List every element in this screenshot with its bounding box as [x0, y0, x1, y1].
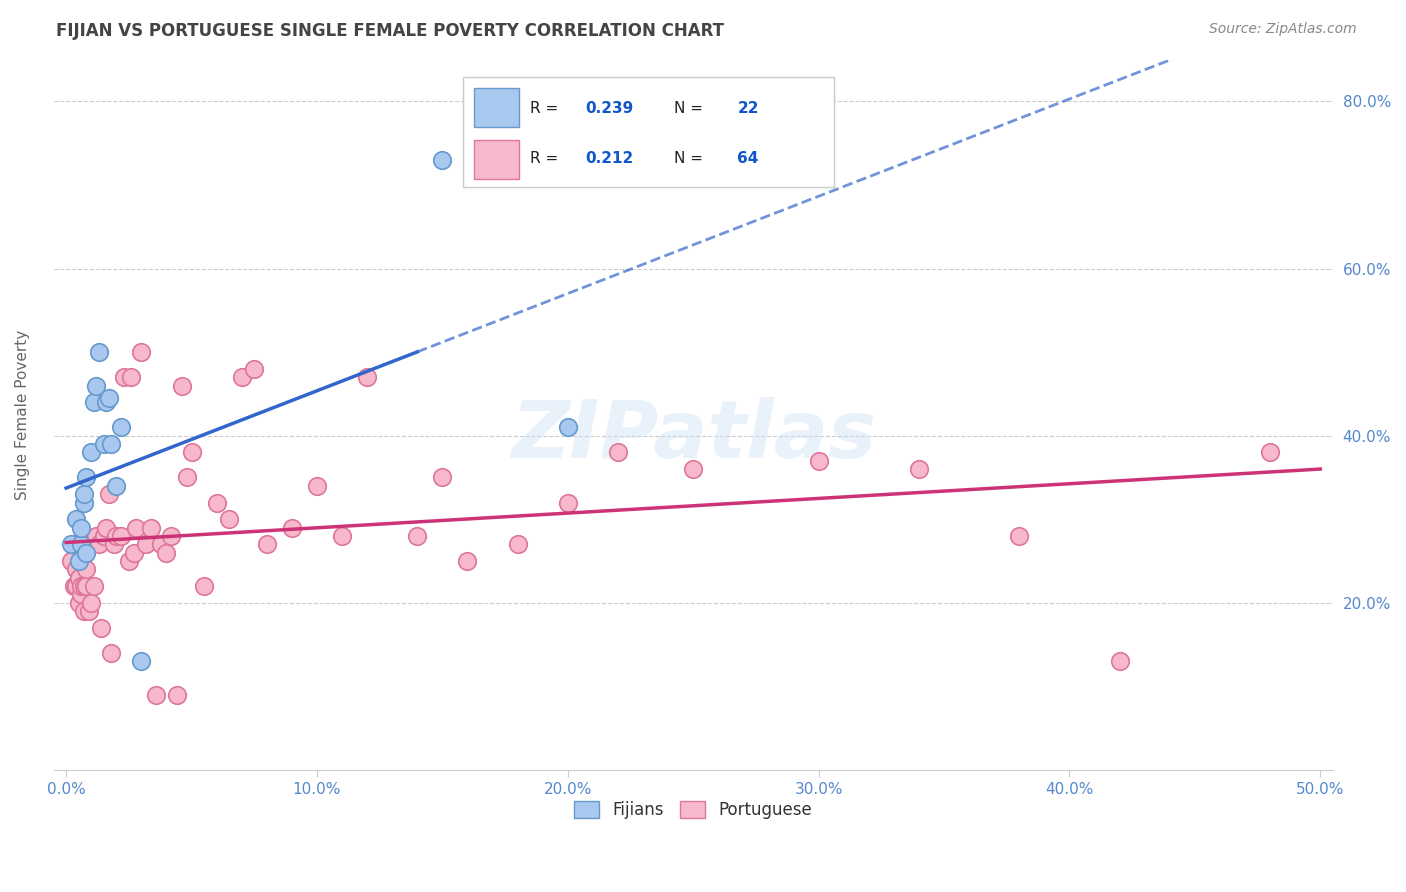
Point — [70, 521, 93, 535]
Point — [1008, 529, 1031, 543]
Point — [67, 571, 90, 585]
Point — [131, 345, 153, 359]
Point — [118, 554, 141, 568]
Point — [100, 646, 122, 660]
Point — [506, 537, 529, 551]
Point — [150, 537, 173, 551]
Point — [93, 437, 115, 451]
Point — [65, 579, 87, 593]
Point — [166, 688, 188, 702]
Point — [73, 487, 96, 501]
Point — [256, 537, 278, 551]
Point — [155, 546, 177, 560]
Text: FIJIAN VS PORTUGUESE SINGLE FEMALE POVERTY CORRELATION CHART: FIJIAN VS PORTUGUESE SINGLE FEMALE POVER… — [56, 22, 724, 40]
Point — [356, 370, 378, 384]
Point — [170, 378, 193, 392]
Point — [125, 521, 148, 535]
Point — [456, 554, 478, 568]
Point — [73, 495, 96, 509]
Point — [243, 361, 266, 376]
Point — [96, 395, 118, 409]
Point — [120, 370, 142, 384]
Point — [557, 420, 579, 434]
Point — [62, 579, 84, 593]
Text: ZIPatlas: ZIPatlas — [510, 397, 876, 475]
Point — [73, 579, 96, 593]
Point — [67, 596, 90, 610]
Point — [112, 370, 135, 384]
Point — [73, 604, 96, 618]
Point — [176, 470, 198, 484]
Point — [75, 562, 97, 576]
Point — [90, 621, 112, 635]
Point — [406, 529, 429, 543]
Point — [77, 604, 100, 618]
Point — [80, 596, 103, 610]
Point — [122, 546, 145, 560]
Point — [103, 537, 125, 551]
Point — [557, 495, 579, 509]
Point — [97, 391, 120, 405]
Point — [1258, 445, 1281, 459]
Point — [70, 537, 93, 551]
Point — [607, 445, 630, 459]
Point — [131, 654, 153, 668]
Point — [93, 529, 115, 543]
Point — [65, 512, 87, 526]
Point — [96, 521, 118, 535]
Point — [807, 454, 830, 468]
Point — [83, 395, 105, 409]
Point — [432, 153, 454, 167]
Point — [87, 537, 110, 551]
Point — [97, 487, 120, 501]
Point — [110, 420, 132, 434]
Point — [231, 370, 253, 384]
Point — [330, 529, 353, 543]
Point — [84, 378, 107, 392]
Point — [83, 579, 105, 593]
Point — [70, 579, 93, 593]
Point — [145, 688, 167, 702]
Text: Source: ZipAtlas.com: Source: ZipAtlas.com — [1209, 22, 1357, 37]
Point — [682, 462, 704, 476]
Point — [60, 537, 83, 551]
Point — [87, 345, 110, 359]
Point — [160, 529, 183, 543]
Point — [100, 437, 122, 451]
Point — [432, 470, 454, 484]
Point — [193, 579, 215, 593]
Point — [65, 562, 87, 576]
Point — [135, 537, 157, 551]
Point — [105, 529, 128, 543]
Point — [141, 521, 163, 535]
Point — [105, 479, 128, 493]
Point — [60, 554, 83, 568]
Point — [180, 445, 202, 459]
Point — [305, 479, 328, 493]
Point — [62, 537, 84, 551]
Point — [218, 512, 240, 526]
Point — [1108, 654, 1130, 668]
Point — [75, 546, 97, 560]
Point — [75, 470, 97, 484]
Point — [75, 579, 97, 593]
Y-axis label: Single Female Poverty: Single Female Poverty — [15, 330, 30, 500]
Point — [205, 495, 228, 509]
Point — [80, 445, 103, 459]
Point — [67, 554, 90, 568]
Point — [281, 521, 304, 535]
Point — [84, 529, 107, 543]
Point — [908, 462, 931, 476]
Point — [110, 529, 132, 543]
Legend: Fijians, Portuguese: Fijians, Portuguese — [567, 794, 820, 826]
Point — [70, 587, 93, 601]
